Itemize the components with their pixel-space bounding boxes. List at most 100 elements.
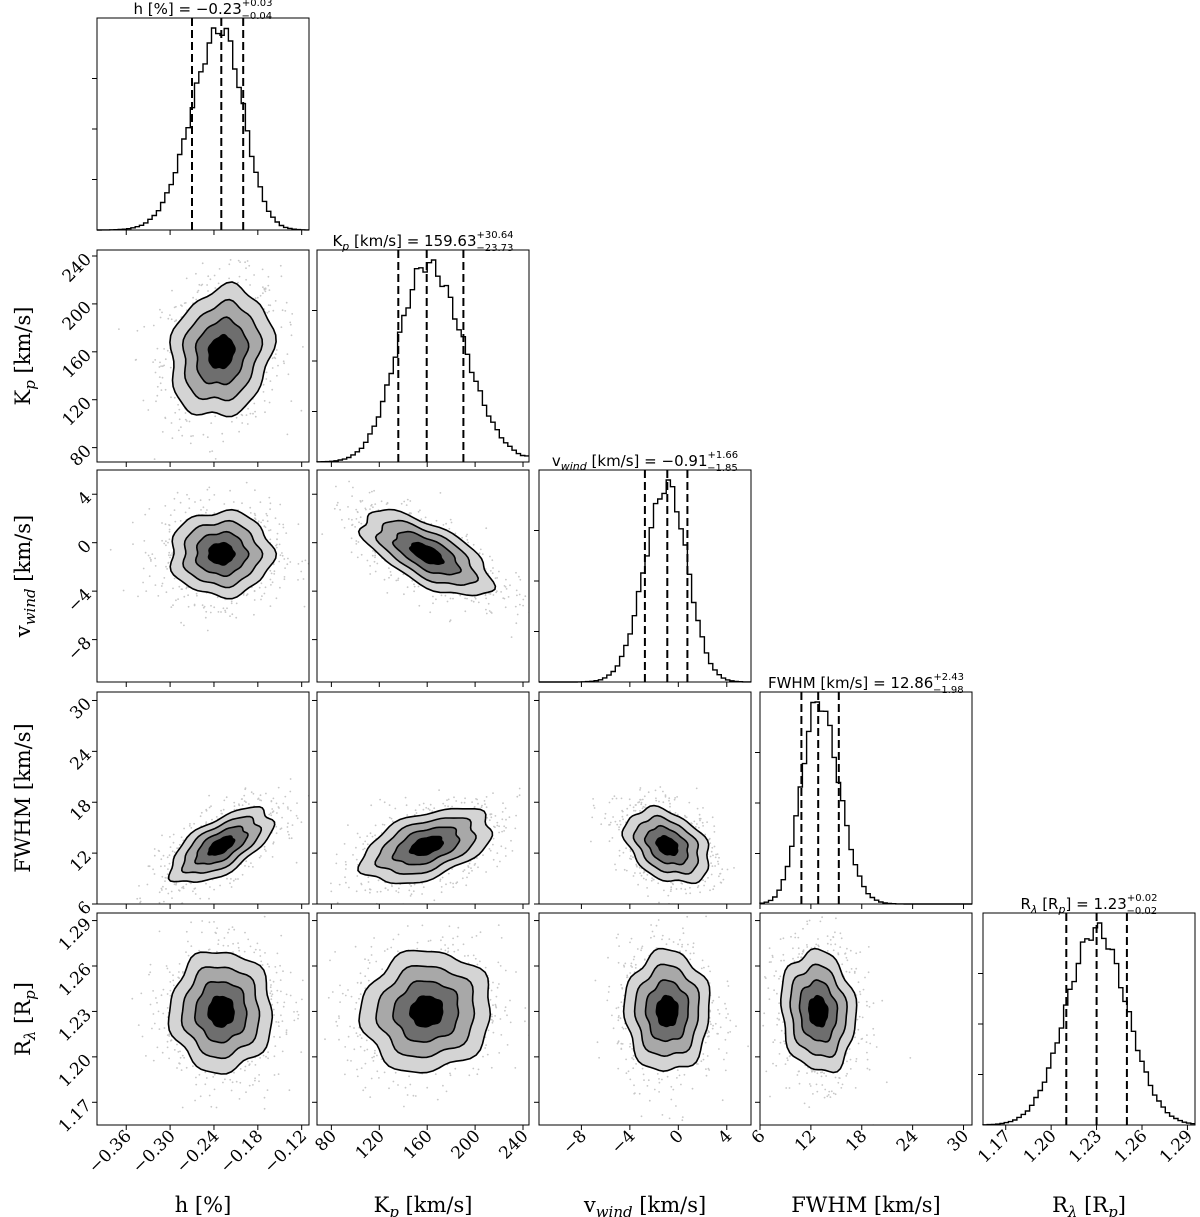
sample-point [281,309,284,312]
sample-point [422,808,425,811]
sample-point [172,587,174,590]
sample-point [413,883,416,886]
sample-point [260,521,262,524]
sample-point [179,501,182,504]
sample-point [265,378,268,380]
sample-point [485,796,488,798]
sample-point [449,518,452,521]
sample-point [501,830,503,833]
sample-point [162,854,165,857]
sample-point [283,576,286,578]
sample-point [195,592,198,595]
sample-point [237,259,240,262]
sample-point [221,432,224,435]
sample-point [403,500,406,503]
sample-point [429,909,431,911]
sample-point [204,504,206,506]
sample-point [150,558,152,561]
sample-point [391,885,393,888]
sample-point [754,865,756,867]
sample-point [219,884,222,887]
sample-point [205,610,208,613]
sample-point [152,868,155,871]
sample-point [355,540,358,542]
sample-point [504,606,507,609]
sample-point [278,543,281,546]
sample-point [263,400,266,402]
sample-point [485,612,488,615]
sample-point [163,577,166,579]
sample-point [504,807,507,810]
sample-point [222,808,225,811]
sample-point [364,840,367,843]
sample-point [157,595,160,597]
sample-point [413,590,415,593]
sample-point [275,802,278,805]
sample-point [429,611,432,614]
sample-point [281,816,283,819]
sample-point [161,582,164,585]
sample-point [418,804,421,806]
sample-point [160,865,162,868]
sample-point [143,325,146,328]
sample-point [266,312,269,314]
sample-point [171,850,174,853]
sample-point [417,585,420,588]
sample-point [287,822,289,825]
sample-point [402,573,405,576]
sample-point [247,865,250,868]
sample-point [446,600,449,603]
sample-point [710,873,713,876]
sample-point [243,800,246,802]
sample-point [685,892,687,895]
sample-point [165,540,167,543]
sample-point [369,891,371,894]
sample-point [214,458,217,460]
sample-point [359,500,362,502]
sample-point [185,883,188,886]
sample-point [213,512,216,515]
sample-point [360,553,363,556]
sample-point [172,604,174,607]
sample-point [411,580,414,582]
sample-point [350,551,353,554]
sample-point [286,563,289,566]
panel-vwind-vs-h [109,481,309,632]
sample-point [344,876,346,879]
sample-point [136,329,139,332]
sample-point [180,836,183,839]
sample-point [708,837,711,840]
sample-point [519,603,521,606]
sample-point [181,305,183,307]
sample-point [196,594,198,597]
sample-point [284,310,287,312]
sample-point [706,821,708,823]
sample-point [156,394,159,397]
sample-point [146,883,149,886]
sample-point [371,490,373,493]
sample-point [241,804,244,807]
sample-point [263,287,266,290]
sample-point [464,610,467,613]
sample-point [362,843,365,845]
sample-point [211,450,214,452]
sample-point [258,586,261,589]
sample-point [493,825,495,828]
sample-point [220,809,223,812]
sample-point [162,885,164,888]
sample-point [282,526,285,529]
sample-point [374,554,376,557]
sample-point [165,591,168,594]
sample-point [297,563,300,565]
sample-point [471,869,473,872]
sample-point [173,883,176,886]
sample-point [465,884,468,887]
sample-point [395,890,398,892]
panel-vwind-vs-Kp [317,480,529,638]
sample-point [363,847,366,850]
sample-point [153,854,156,857]
sample-point [343,843,346,845]
sample-point [166,873,169,876]
sample-point [278,560,281,563]
sample-point [455,800,458,802]
